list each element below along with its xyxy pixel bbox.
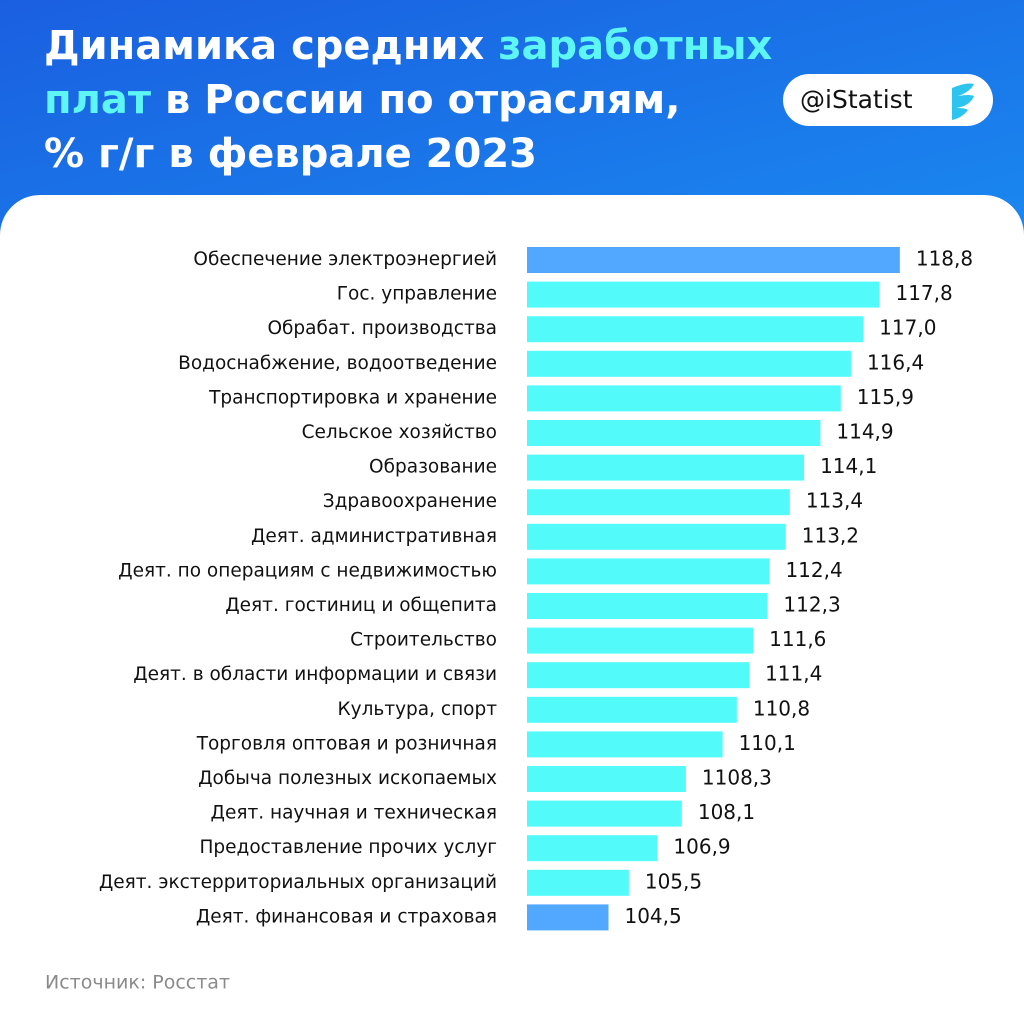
- bar: [527, 593, 768, 619]
- value-label: 114,9: [836, 420, 893, 444]
- category-label: Деят. экстерриториальных организаций: [99, 872, 497, 893]
- bar: [527, 558, 770, 585]
- bar: [527, 247, 900, 273]
- title: Динамика средних заработных плат в России…: [44, 23, 773, 177]
- bar: [527, 766, 686, 792]
- value-label: 104,5: [624, 904, 681, 928]
- brand: @iStatist: [800, 85, 913, 114]
- category-label: Сельское хозяйство: [302, 422, 497, 443]
- category-label: Предоставление прочих услуг: [200, 837, 497, 858]
- category-label: Здравоохранение: [323, 491, 497, 512]
- value-label: 105,5: [645, 869, 702, 893]
- bar: [527, 835, 658, 862]
- category-label: Транспортировка и хранение: [208, 387, 497, 408]
- value-label: 117,0: [879, 316, 936, 340]
- value-label: 110,8: [753, 696, 810, 720]
- bar: [527, 904, 609, 931]
- value-label: 110,1: [739, 731, 796, 755]
- title-segment: плат: [44, 77, 152, 123]
- bar: [527, 420, 821, 446]
- value-label: 106,9: [673, 835, 730, 859]
- category-label: Торговля оптовая и розничная: [196, 733, 497, 754]
- category-label: Деят. гостиниц и общепита: [225, 595, 497, 616]
- category-label: Деят. по операциям с недвижимостью: [118, 560, 497, 581]
- category-label: Деят. в области информации и связи: [133, 664, 497, 685]
- category-label: Строительство: [350, 630, 497, 651]
- bar: [527, 662, 750, 689]
- value-label: 112,4: [785, 558, 842, 582]
- title-segment: в России по отраслям,: [151, 77, 680, 123]
- title-segment: Динамика средних: [44, 23, 498, 69]
- bar: [527, 316, 864, 343]
- category-label: Деят. административная: [251, 526, 497, 547]
- value-label: 118,8: [916, 247, 973, 271]
- category-label: Деят. финансовая и страховая: [196, 906, 497, 927]
- value-label: 112,3: [783, 593, 840, 617]
- brand-badge: [783, 74, 993, 126]
- category-label: Добыча полезных ископаемых: [198, 768, 497, 789]
- value-label: 108,1: [698, 800, 755, 824]
- title-line: плат в России по отраслям,: [44, 77, 680, 123]
- bar: [527, 696, 737, 723]
- value-label: 1108,3: [702, 766, 772, 790]
- value-label: 115,9: [857, 385, 914, 409]
- bar: [527, 627, 754, 654]
- title-line: Динамика средних заработных: [44, 23, 773, 69]
- bar: [527, 454, 805, 481]
- category-label: Деят. научная и техническая: [210, 803, 497, 824]
- category-label: Обрабат. производства: [267, 318, 497, 339]
- source: Источник: Росстат: [45, 972, 230, 994]
- brand-icon: [952, 83, 974, 120]
- bar: [527, 731, 723, 758]
- bar: [527, 385, 841, 412]
- bar: [527, 523, 786, 550]
- value-label: 111,6: [769, 627, 826, 651]
- title-segment: заработных: [498, 23, 772, 69]
- title-line: % г/г в феврале 2023: [44, 131, 537, 177]
- bar: [527, 281, 880, 308]
- bar: [527, 350, 851, 377]
- value-label: 116,4: [867, 350, 924, 374]
- category-label: Культура, спорт: [338, 699, 498, 720]
- category-label: Обеспечение электроэнергией: [193, 249, 497, 270]
- bar: [527, 869, 629, 896]
- category-label: Водоснабжение, водоотведение: [178, 353, 497, 374]
- bar: [527, 800, 682, 827]
- category-label: Гос. управление: [337, 284, 497, 305]
- value-label: 113,2: [802, 523, 859, 547]
- value-label: 114,1: [820, 454, 877, 478]
- value-label: 113,4: [806, 489, 863, 513]
- value-label: 111,4: [765, 662, 822, 686]
- value-label: 117,8: [895, 281, 952, 305]
- category-label: Образование: [369, 457, 497, 478]
- title-segment: % г/г в феврале 2023: [44, 131, 537, 177]
- bar: [527, 489, 790, 516]
- card-fill: [0, 240, 1024, 1024]
